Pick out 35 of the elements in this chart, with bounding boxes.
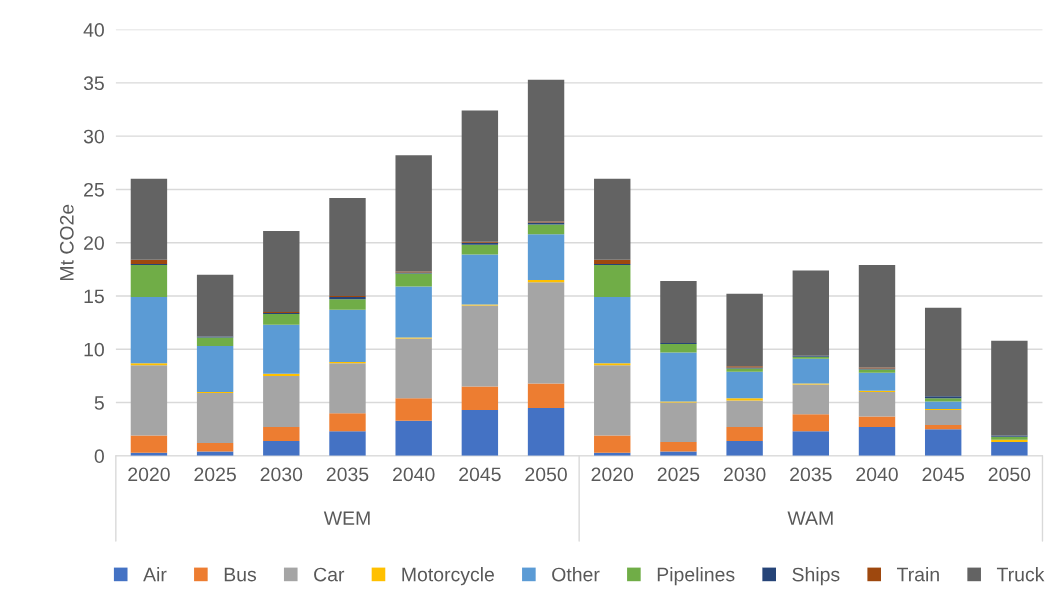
- y-tick-label: 40: [83, 23, 104, 37]
- y-tick-label: 10: [84, 342, 104, 357]
- x-tick-label: 2025: [194, 467, 236, 482]
- y-tick-label: 20: [84, 236, 104, 250]
- legend-label: Ships: [792, 567, 840, 586]
- x-tick-label: 2050: [525, 467, 567, 482]
- legend-label: Bus: [224, 567, 257, 582]
- y-tick-label: 35: [83, 76, 104, 91]
- y-tick-label: 5: [94, 396, 104, 410]
- x-tick-label: 2030: [723, 467, 766, 482]
- legend-label: Motorcycle: [402, 567, 494, 586]
- legend-label: Truck: [996, 567, 1045, 582]
- legend-label: Air: [143, 567, 167, 582]
- legend-label: Pipelines: [657, 567, 735, 586]
- x-tick-label: 2030: [260, 467, 303, 482]
- x-tick-label: 2020: [591, 467, 634, 482]
- x-tick-label: 2050: [988, 467, 1031, 482]
- text: WEM: [323, 511, 370, 525]
- legend-label: Train: [897, 567, 939, 582]
- x-tick-label: 2020: [128, 467, 170, 482]
- x-tick-label: 2045: [922, 467, 964, 482]
- y-axis-title: Mt CO2e: [59, 204, 74, 281]
- x-tick-label: 2040: [856, 467, 898, 482]
- y-tick-label: 15: [84, 289, 104, 304]
- x-tick-label: 2035: [326, 467, 369, 482]
- y-tick-label: 30: [83, 129, 104, 144]
- x-tick-label: 2045: [459, 467, 501, 482]
- x-tick-label: 2025: [657, 467, 700, 482]
- text: WAM: [787, 511, 833, 525]
- legend-label: Car: [314, 567, 345, 582]
- legend-label: Other: [552, 567, 600, 582]
- y-tick-label: 25: [84, 182, 104, 197]
- x-tick-label: 2035: [790, 467, 832, 482]
- x-tick-label: 2040: [393, 467, 435, 482]
- y-tick-label: 0: [94, 449, 104, 464]
